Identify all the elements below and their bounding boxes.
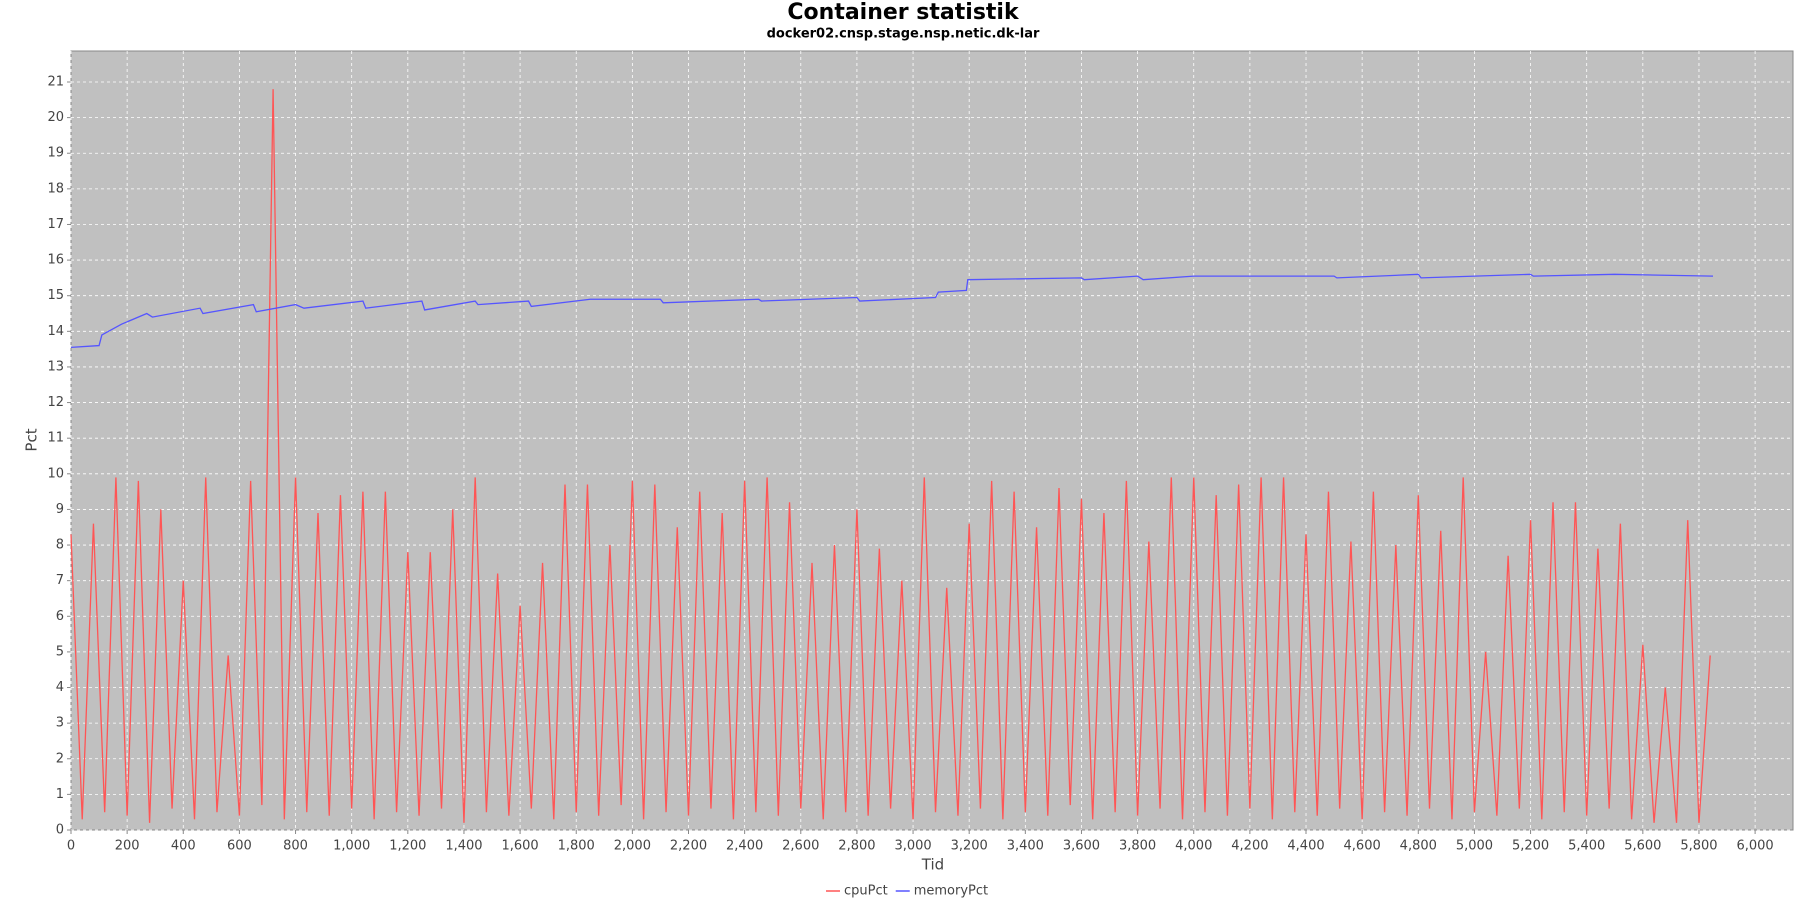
y-tick-label: 10 <box>47 466 64 481</box>
y-tick-label: 14 <box>47 324 64 339</box>
x-tick-label: 4,400 <box>1287 839 1324 854</box>
x-tick-label: 2,600 <box>782 839 819 854</box>
y-tick-label: 9 <box>56 502 64 517</box>
x-tick-label: 1,200 <box>389 839 426 854</box>
y-tick-label: 13 <box>47 359 64 374</box>
x-tick-label: 5,200 <box>1512 839 1549 854</box>
series-line <box>70 273 1714 348</box>
legend-label: memoryPct <box>914 884 988 899</box>
x-tick-label: 2,000 <box>614 839 651 854</box>
x-tick-label: 1,000 <box>333 839 370 854</box>
x-tick-label: 5,600 <box>1624 839 1661 854</box>
x-tick-label: 5,400 <box>1568 839 1605 854</box>
y-tick-label: 21 <box>47 74 64 89</box>
y-tick-label: 19 <box>47 146 64 161</box>
x-tick-label: 3,800 <box>1119 839 1156 854</box>
y-tick-label: 5 <box>56 644 64 659</box>
y-tick-label: 7 <box>56 573 64 588</box>
x-axis-label: Tid <box>921 856 944 874</box>
x-tick-label: 2,200 <box>670 839 707 854</box>
y-tick-label: 18 <box>47 181 64 196</box>
chart-title: Container statistik <box>787 0 1020 25</box>
legend-label: cpuPct <box>844 884 888 899</box>
x-tick-label: 400 <box>171 839 196 854</box>
x-tick-label: 4,800 <box>1400 839 1437 854</box>
y-tick-label: 2 <box>56 751 64 766</box>
y-tick-label: 1 <box>56 787 64 802</box>
x-tick-label: 4,600 <box>1344 839 1381 854</box>
chart-subtitle: docker02.cnsp.stage.nsp.netic.dk-lar <box>767 27 1040 42</box>
x-tick-label: 2,800 <box>838 839 875 854</box>
x-tick-label: 1,800 <box>558 839 595 854</box>
x-tick-label: 5,000 <box>1456 839 1493 854</box>
x-tick-label: 4,200 <box>1231 839 1268 854</box>
x-tick-label: 3,200 <box>951 839 988 854</box>
y-tick-label: 12 <box>47 395 64 410</box>
y-axis-label: Pct <box>23 428 41 451</box>
y-tick-label: 6 <box>56 609 64 624</box>
x-tick-label: 600 <box>227 839 252 854</box>
x-tick-label: 3,400 <box>1007 839 1044 854</box>
y-tick-label: 15 <box>47 288 64 303</box>
y-tick-label: 8 <box>56 538 64 553</box>
x-tick-label: 4,000 <box>1175 839 1212 854</box>
series-line <box>70 89 1711 823</box>
x-tick-label: 3,600 <box>1063 839 1100 854</box>
y-tick-label: 20 <box>47 110 64 125</box>
x-tick-label: 800 <box>283 839 308 854</box>
y-tick-label: 0 <box>56 823 64 838</box>
y-tick-label: 16 <box>47 253 64 268</box>
y-tick-label: 4 <box>56 680 64 695</box>
x-tick-label: 200 <box>115 839 140 854</box>
x-tick-label: 3,000 <box>894 839 931 854</box>
x-tick-label: 2,400 <box>726 839 763 854</box>
y-tick-label: 17 <box>47 217 64 232</box>
x-tick-label: 1,400 <box>445 839 482 854</box>
x-tick-label: 6,000 <box>1736 839 1773 854</box>
x-tick-label: 1,600 <box>501 839 538 854</box>
x-tick-label: 0 <box>67 839 75 854</box>
y-tick-label: 11 <box>47 431 64 446</box>
y-tick-label: 3 <box>56 716 64 731</box>
x-tick-label: 5,800 <box>1680 839 1717 854</box>
